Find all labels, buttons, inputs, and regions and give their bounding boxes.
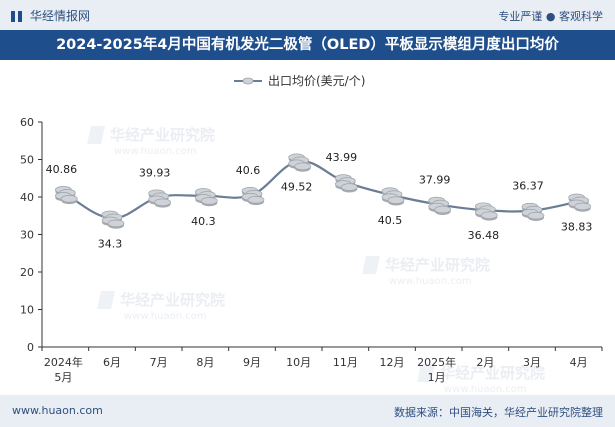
x-tick-label: 1月 bbox=[428, 371, 446, 384]
data-label: 36.48 bbox=[468, 229, 500, 242]
watermark-text: 华经产业研究院 bbox=[110, 126, 215, 144]
brand-name: 华经情报网 bbox=[30, 9, 91, 23]
watermark: 华经产业研究院 www.huaon.com bbox=[362, 256, 490, 287]
data-label: 49.52 bbox=[281, 180, 313, 193]
coin-icon bbox=[527, 211, 545, 220]
y-tick-label: 40 bbox=[20, 191, 34, 204]
x-tick-label: 7月 bbox=[150, 356, 168, 369]
data-point: 37.99 bbox=[419, 174, 452, 215]
data-point: 36.48 bbox=[468, 202, 500, 242]
data-label: 40.5 bbox=[378, 214, 403, 227]
watermark-url: www.huaon.com bbox=[389, 276, 472, 287]
legend-label: 出口均价(美元/个) bbox=[268, 74, 365, 88]
data-label: 40.86 bbox=[46, 163, 78, 176]
data-label: 39.93 bbox=[139, 166, 171, 179]
x-tick-label: 12月 bbox=[380, 356, 405, 369]
x-tick-label: 8月 bbox=[196, 356, 214, 369]
watermark-url: www.huaon.com bbox=[444, 384, 527, 395]
brand: 华经情报网 bbox=[10, 7, 90, 24]
coin-icon bbox=[247, 196, 265, 204]
footer-source: 数据来源：中国海关，华经产业研究院整理 bbox=[394, 406, 603, 419]
data-point: 40.6 bbox=[236, 164, 265, 206]
x-tick-label: 5月 bbox=[54, 371, 72, 384]
coin-icon bbox=[574, 202, 592, 211]
watermark-url: www.huaon.com bbox=[124, 311, 207, 322]
data-label: 36.37 bbox=[512, 180, 544, 193]
watermark-text: 华经产业研究院 bbox=[385, 256, 490, 274]
y-tick-label: 30 bbox=[20, 229, 34, 242]
y-tick-label: 60 bbox=[20, 116, 34, 129]
data-point: 38.83 bbox=[561, 193, 593, 233]
data-point: 34.3 bbox=[98, 210, 125, 250]
data-point: 49.52 bbox=[281, 153, 313, 193]
x-tick-label: 3月 bbox=[523, 356, 541, 369]
coin-icon bbox=[154, 198, 172, 207]
watermark-logo-icon bbox=[97, 291, 115, 309]
watermark-logo-icon bbox=[417, 364, 435, 382]
coin-icon bbox=[387, 196, 405, 204]
watermark-logo-icon bbox=[87, 126, 105, 144]
x-tick-label: 2月 bbox=[476, 356, 494, 369]
data-point: 40.5 bbox=[378, 187, 405, 227]
watermark-text: 华经产业研究院 bbox=[120, 291, 225, 309]
coin-icon bbox=[340, 183, 358, 191]
coin-icon bbox=[294, 162, 312, 171]
chart: 华经产业研究院 www.huaon.com 华经产业研究院 www.huaon.com… bbox=[20, 74, 603, 395]
y-tick-label: 10 bbox=[20, 304, 34, 317]
watermark: 华经产业研究院 www.huaon.com bbox=[417, 364, 545, 395]
watermark-logo-icon bbox=[362, 256, 380, 274]
data-label: 43.99 bbox=[326, 151, 358, 164]
coin-icon bbox=[434, 205, 452, 214]
coin-icon bbox=[60, 195, 78, 203]
coin-icon bbox=[200, 197, 218, 205]
legend: 出口均价(美元/个) bbox=[234, 74, 365, 88]
coin-icon bbox=[107, 219, 125, 228]
x-tick-label: 6月 bbox=[103, 356, 121, 369]
data-label: 40.3 bbox=[191, 215, 216, 228]
data-point: 40.86 bbox=[46, 163, 78, 205]
axes: 0 10 20 30 40 50 60 2024年 5月 6月 7月 8月 9月 10月 11月 12月 202… bbox=[20, 116, 603, 384]
footer-url: www.huaon.com bbox=[12, 404, 103, 417]
data-label: 34.3 bbox=[98, 237, 123, 250]
y-tick-label: 20 bbox=[20, 266, 34, 279]
data-point: 40.3 bbox=[191, 188, 218, 228]
x-tick-label: 2025年 bbox=[417, 355, 456, 369]
brand-logo-icon bbox=[11, 10, 22, 22]
data-point: 36.37 bbox=[512, 180, 545, 222]
data-label: 37.99 bbox=[419, 174, 451, 187]
x-tick-label: 11月 bbox=[333, 356, 358, 369]
data-point: 39.93 bbox=[139, 166, 172, 208]
top-bar: 华经情报网 专业严谨 ● 客观科学 bbox=[0, 0, 615, 30]
watermark: 华经产业研究院 www.huaon.com bbox=[87, 126, 215, 157]
legend-coin-icon bbox=[242, 77, 254, 85]
x-tick-label: 9月 bbox=[243, 356, 261, 369]
y-tick-label: 0 bbox=[27, 341, 34, 354]
watermark-layer: 华经产业研究院 www.huaon.com 华经产业研究院 www.huaon.com… bbox=[87, 126, 545, 395]
data-label: 38.83 bbox=[561, 220, 593, 233]
series-layer: 40.86 34.3 39.93 40.3 40.6 49.52 43.99 40.5 37.9… bbox=[46, 151, 593, 250]
watermark: 华经产业研究院 www.huaon.com bbox=[97, 291, 225, 322]
chart-title: 2024-2025年4月中国有机发光二极管（OLED）平板显示模组月度出口均价 bbox=[56, 37, 559, 53]
footer-bar: www.huaon.com 数据来源：中国海关，华经产业研究院整理 bbox=[0, 395, 615, 427]
coin-icon bbox=[480, 211, 498, 219]
watermark-text: 华经产业研究院 bbox=[440, 364, 545, 382]
slogan: 专业严谨 ● 客观科学 bbox=[498, 10, 603, 23]
x-tick-label: 10月 bbox=[286, 356, 311, 369]
x-tick-label: 2024年 bbox=[44, 355, 83, 369]
title-bar: 2024-2025年4月中国有机发光二极管（OLED）平板显示模组月度出口均价 bbox=[0, 30, 615, 60]
x-tick-label: 4月 bbox=[570, 356, 588, 369]
y-tick-label: 50 bbox=[20, 154, 34, 167]
data-label: 40.6 bbox=[236, 164, 261, 177]
watermark-url: www.huaon.com bbox=[114, 146, 197, 157]
data-point: 43.99 bbox=[326, 151, 358, 193]
